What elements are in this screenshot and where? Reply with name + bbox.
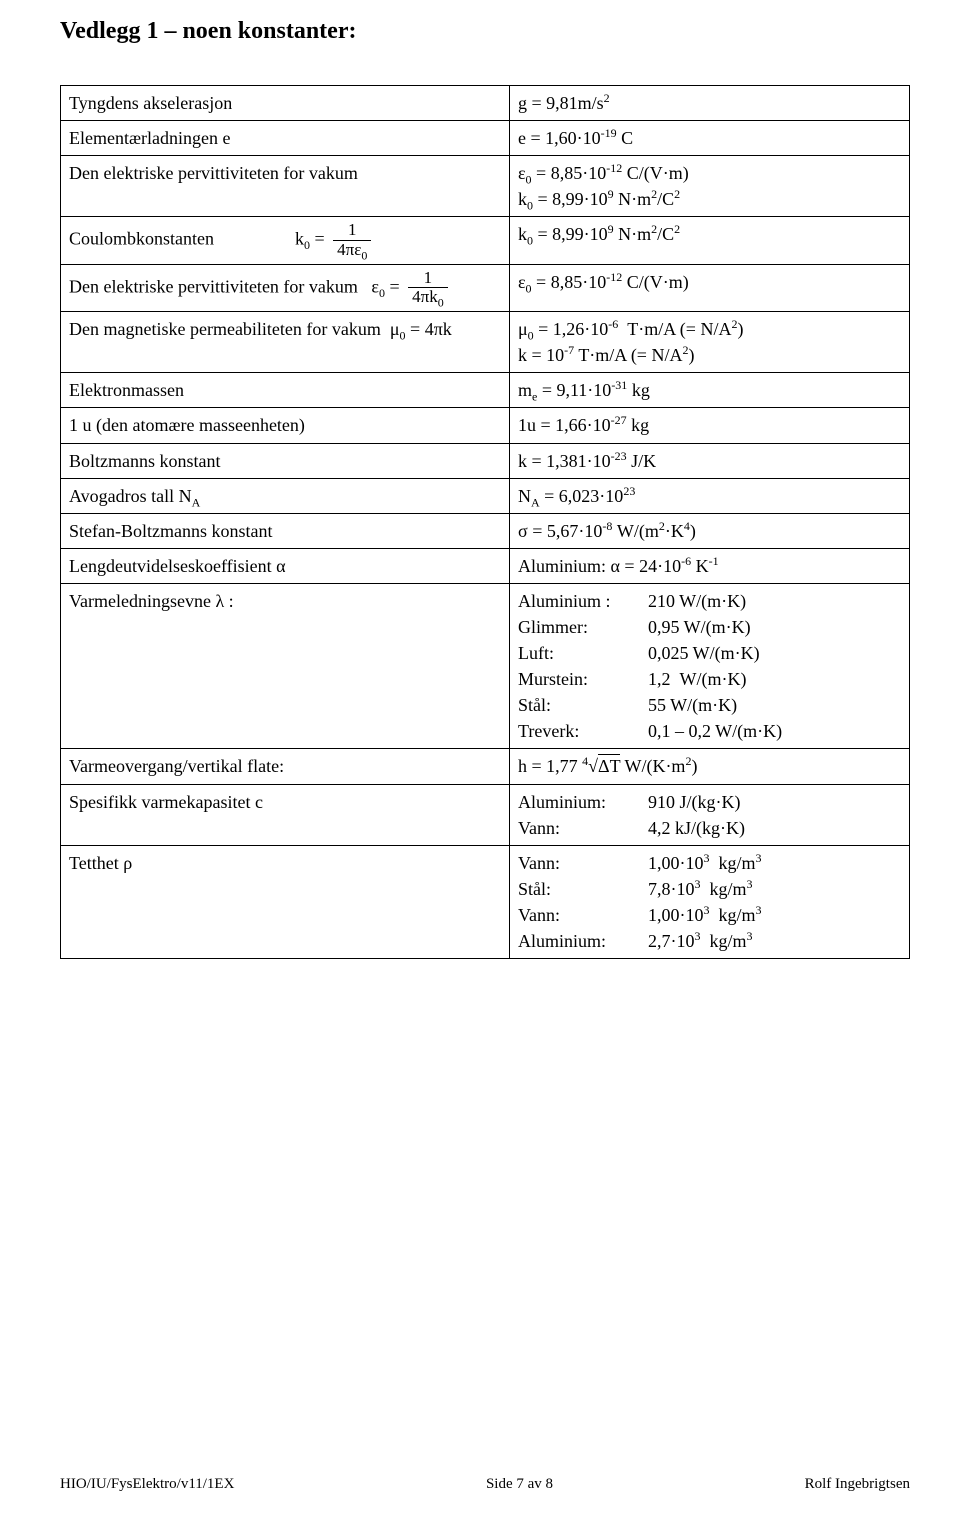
table-row: Den magnetiske permeabiliteten for vakum… — [61, 312, 910, 373]
footer-right: Rolf Ingebrigtsen — [805, 1476, 910, 1493]
cell-right: 1u = 1,66·10-27 kg — [509, 408, 909, 443]
table-row: Elementærladningen e e = 1,60·10-19 C — [61, 121, 910, 156]
table-row: Tetthet ρ Vann:1,00·103 kg/m3Stål:7,8·10… — [61, 845, 910, 958]
cell-left: Tetthet ρ — [61, 845, 510, 958]
footer-center: Side 7 av 8 — [486, 1476, 553, 1493]
cell-left: Varmeledningsevne λ : — [61, 583, 510, 749]
cell-right: k = 1,381·10-23 J/K — [509, 443, 909, 478]
cell-left: Den elektriske pervittiviteten for vakum… — [61, 264, 510, 311]
cell-right: Aluminium :210 W/(m·K)Glimmer:0,95 W/(m·… — [509, 583, 909, 749]
cell-left: Varmeovergang/vertikal flate: — [61, 749, 510, 784]
cell-left: Coulombkonstanten k0 = 14πε0 — [61, 217, 510, 264]
cell-right: k0 = 8,99·109 N·m2/C2 — [509, 217, 909, 264]
page-footer: HIO/IU/FysElektro/v11/1EX Side 7 av 8 Ro… — [60, 1476, 910, 1493]
cell-right: g = 9,81m/s2 — [509, 86, 909, 121]
cell-right: ε0 = 8,85·10-12 C/(V·m)k0 = 8,99·109 N·m… — [509, 156, 909, 217]
table-row: Den elektriske pervittiviteten for vakum… — [61, 264, 910, 311]
table-row: Den elektriske pervittiviteten for vakum… — [61, 156, 910, 217]
cell-right: h = 1,77 4√ΔT W/(K·m2) — [509, 749, 909, 784]
cell-right: Vann:1,00·103 kg/m3Stål:7,8·103 kg/m3Van… — [509, 845, 909, 958]
footer-left: HIO/IU/FysElektro/v11/1EX — [60, 1476, 234, 1493]
table-row: 1 u (den atomære masseenheten) 1u = 1,66… — [61, 408, 910, 443]
cell-right: μ0 = 1,26·10-6 T·m/A (= N/A2)k = 10-7 T·… — [509, 312, 909, 373]
cell-left: 1 u (den atomære masseenheten) — [61, 408, 510, 443]
cell-right: Aluminium:910 J/(kg·K)Vann:4,2 kJ/(kg·K) — [509, 784, 909, 845]
page: Vedlegg 1 – noen konstanter: Tyngdens ak… — [0, 0, 960, 1523]
table-row: Boltzmanns konstant k = 1,381·10-23 J/K — [61, 443, 910, 478]
cell-right: me = 9,11·10-31 kg — [509, 373, 909, 408]
table-row: Lengdeutvidelseskoeffisient α Aluminium:… — [61, 548, 910, 583]
table-row: Stefan-Boltzmanns konstant σ = 5,67·10-8… — [61, 513, 910, 548]
table-row: Avogadros tall NA NA = 6,023·1023 — [61, 478, 910, 513]
cell-right: e = 1,60·10-19 C — [509, 121, 909, 156]
table-row: Elektronmassen me = 9,11·10-31 kg — [61, 373, 910, 408]
table-row: Tyngdens akselerasjon g = 9,81m/s2 — [61, 86, 910, 121]
cell-right: ε0 = 8,85·10-12 C/(V·m) — [509, 264, 909, 311]
cell-left: Avogadros tall NA — [61, 478, 510, 513]
cell-right: Aluminium: α = 24·10-6 K-1 — [509, 548, 909, 583]
cell-left: Den magnetiske permeabiliteten for vakum… — [61, 312, 510, 373]
cell-right: NA = 6,023·1023 — [509, 478, 909, 513]
table-row: Varmeledningsevne λ : Aluminium :210 W/(… — [61, 583, 910, 749]
cell-left: Elektronmassen — [61, 373, 510, 408]
cell-left: Boltzmanns konstant — [61, 443, 510, 478]
cell-right: σ = 5,67·10-8 W/(m2·K4) — [509, 513, 909, 548]
cell-left: Stefan-Boltzmanns konstant — [61, 513, 510, 548]
table-row: Varmeovergang/vertikal flate: h = 1,77 4… — [61, 749, 910, 784]
cell-left: Elementærladningen e — [61, 121, 510, 156]
constants-table: Tyngdens akselerasjon g = 9,81m/s2 Eleme… — [60, 85, 910, 959]
page-title: Vedlegg 1 – noen konstanter: — [60, 18, 910, 45]
cell-left: Tyngdens akselerasjon — [61, 86, 510, 121]
cell-left: Lengdeutvidelseskoeffisient α — [61, 548, 510, 583]
table-row: Coulombkonstanten k0 = 14πε0 k0 = 8,99·1… — [61, 217, 910, 264]
cell-left: Spesifikk varmekapasitet c — [61, 784, 510, 845]
table-row: Spesifikk varmekapasitet c Aluminium:910… — [61, 784, 910, 845]
cell-left: Den elektriske pervittiviteten for vakum — [61, 156, 510, 217]
